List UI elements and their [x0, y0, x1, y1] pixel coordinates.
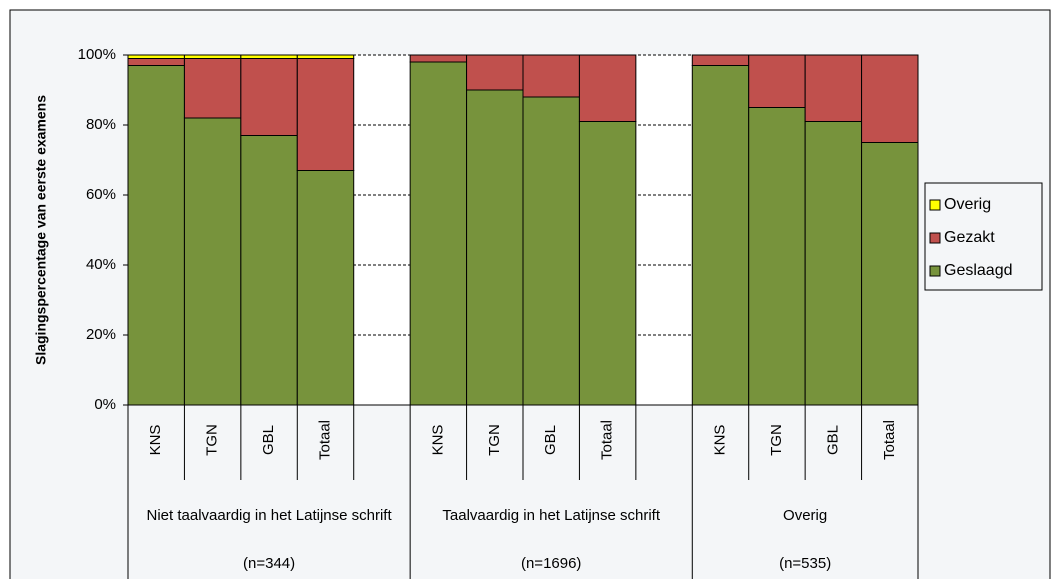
- y-tick-label: 0%: [94, 396, 116, 413]
- group-label: Overig: [783, 507, 827, 524]
- legend-swatch: [929, 199, 941, 211]
- y-axis-label: Slagingspercentage van eerste examens: [33, 95, 49, 365]
- x-tick-label: KNS: [711, 425, 728, 456]
- y-tick-label: 40%: [86, 256, 116, 273]
- bar-segment: [748, 107, 806, 406]
- bar-segment: [240, 135, 298, 406]
- x-tick-label: KNS: [147, 425, 164, 456]
- group-label: Taalvaardig in het Latijnse schrift: [442, 507, 660, 524]
- bar-segment: [466, 54, 524, 91]
- bar-segment: [861, 142, 919, 406]
- bar-segment: [127, 58, 185, 66]
- bar-segment: [183, 117, 242, 406]
- bar-segment: [691, 65, 750, 406]
- bar-segment: [127, 54, 185, 59]
- bar-segment: [748, 54, 806, 108]
- group-label: Niet taalvaardig in het Latijnse schrift: [147, 507, 393, 524]
- x-tick-label: KNS: [429, 425, 446, 456]
- bar-segment: [804, 121, 863, 406]
- x-tick-label: Totaal: [599, 420, 616, 460]
- x-tick-label: GBL: [260, 425, 277, 455]
- y-tick-label: 20%: [86, 326, 116, 343]
- bar-segment: [578, 121, 637, 406]
- y-tick-label: 100%: [78, 46, 116, 63]
- bar-segment: [409, 61, 468, 406]
- bar-segment: [183, 58, 242, 119]
- bar-segment: [691, 54, 750, 66]
- group-n: (n=535): [779, 555, 831, 572]
- x-tick-label: TGN: [768, 424, 785, 456]
- legend-swatch: [929, 232, 941, 244]
- bar-segment: [522, 96, 580, 406]
- legend-box: [924, 182, 1043, 291]
- x-tick-label: TGN: [486, 424, 503, 456]
- bar-segment: [409, 54, 468, 63]
- gap-column: [353, 55, 411, 405]
- bar-segment: [296, 170, 355, 406]
- x-tick-label: GBL: [542, 425, 559, 455]
- x-tick-label: Totaal: [881, 420, 898, 460]
- bar-segment: [240, 58, 298, 136]
- bar-segment: [578, 54, 637, 122]
- legend-label: Overig: [944, 196, 991, 213]
- gap-column: [635, 55, 693, 405]
- legend-swatch: [929, 265, 941, 277]
- bar-segment: [861, 54, 919, 143]
- y-tick-label: 80%: [86, 116, 116, 133]
- bar-segment: [466, 89, 524, 406]
- x-tick-label: TGN: [204, 424, 221, 456]
- bar-segment: [522, 54, 580, 98]
- group-n: (n=344): [243, 555, 295, 572]
- bar-segment: [804, 54, 863, 122]
- legend-label: Gezakt: [944, 229, 995, 246]
- bar-segment: [296, 58, 355, 171]
- bar-segment: [183, 54, 242, 59]
- y-tick-label: 60%: [86, 186, 116, 203]
- legend-label: Geslaagd: [944, 262, 1013, 279]
- bar-segment: [296, 54, 355, 59]
- x-tick-label: GBL: [824, 425, 841, 455]
- group-n: (n=1696): [521, 555, 581, 572]
- bar-segment: [127, 65, 185, 406]
- x-tick-label: Totaal: [316, 420, 333, 460]
- bar-segment: [240, 54, 298, 59]
